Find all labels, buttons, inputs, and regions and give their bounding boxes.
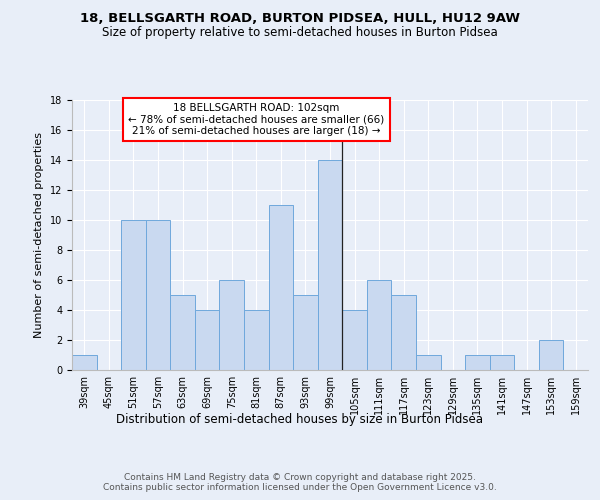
Bar [391, 295, 416, 370]
Text: Contains HM Land Registry data © Crown copyright and database right 2025.
Contai: Contains HM Land Registry data © Crown c… [103, 472, 497, 492]
Bar [195, 310, 220, 370]
Bar [170, 295, 195, 370]
Bar [220, 280, 244, 370]
Text: Size of property relative to semi-detached houses in Burton Pidsea: Size of property relative to semi-detach… [102, 26, 498, 39]
Bar [490, 355, 514, 370]
Bar [244, 310, 269, 370]
Bar [465, 355, 490, 370]
Text: Distribution of semi-detached houses by size in Burton Pidsea: Distribution of semi-detached houses by … [116, 412, 484, 426]
Y-axis label: Number of semi-detached properties: Number of semi-detached properties [34, 132, 44, 338]
Bar [121, 220, 146, 370]
Bar [146, 220, 170, 370]
Bar [367, 280, 391, 370]
Bar [318, 160, 342, 370]
Bar [416, 355, 440, 370]
Text: 18 BELLSGARTH ROAD: 102sqm
← 78% of semi-detached houses are smaller (66)
21% of: 18 BELLSGARTH ROAD: 102sqm ← 78% of semi… [128, 103, 385, 136]
Bar [342, 310, 367, 370]
Bar [539, 340, 563, 370]
Bar [269, 205, 293, 370]
Bar [72, 355, 97, 370]
Bar [293, 295, 318, 370]
Text: 18, BELLSGARTH ROAD, BURTON PIDSEA, HULL, HU12 9AW: 18, BELLSGARTH ROAD, BURTON PIDSEA, HULL… [80, 12, 520, 26]
